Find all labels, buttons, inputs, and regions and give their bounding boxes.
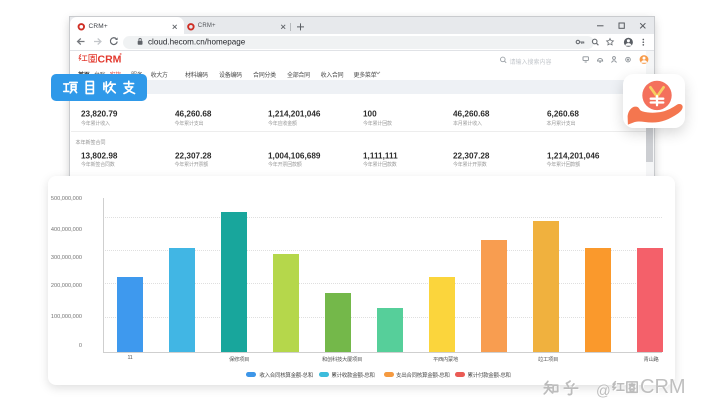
svg-text:CRM: CRM bbox=[641, 378, 687, 399]
svg-text:°: ° bbox=[120, 53, 122, 59]
svg-text:@: @ bbox=[596, 383, 611, 399]
svg-text:CRM: CRM bbox=[640, 378, 686, 398]
svg-text:@: @ bbox=[597, 384, 612, 400]
svg-text:CRM: CRM bbox=[98, 54, 122, 66]
